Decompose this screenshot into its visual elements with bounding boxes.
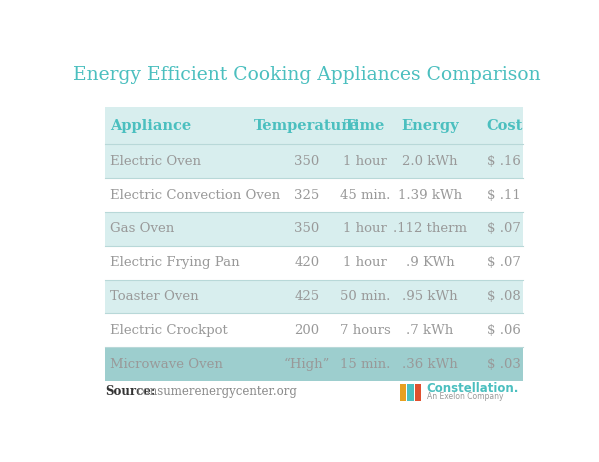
Text: .7 kWh: .7 kWh (406, 324, 453, 337)
Text: Constellation.: Constellation. (426, 382, 519, 395)
Text: 1 hour: 1 hour (343, 256, 387, 269)
Text: $ .11: $ .11 (488, 188, 521, 201)
Text: An Exelon Company: An Exelon Company (426, 392, 503, 401)
Text: 350: 350 (294, 222, 320, 235)
Text: 2.0 kWh: 2.0 kWh (403, 155, 458, 168)
Text: 1 hour: 1 hour (343, 222, 387, 235)
Text: Electric Oven: Electric Oven (110, 155, 201, 168)
Text: 425: 425 (295, 290, 319, 303)
Bar (407, 384, 414, 401)
Text: consumerenergycenter.org: consumerenergycenter.org (137, 385, 298, 398)
Bar (105, 107, 523, 144)
Bar (105, 347, 523, 381)
Bar (105, 144, 523, 178)
Text: Temperature: Temperature (255, 119, 359, 133)
Text: 1.39 kWh: 1.39 kWh (398, 188, 462, 201)
Text: Cost: Cost (486, 119, 522, 133)
Text: Microwave Oven: Microwave Oven (110, 358, 223, 371)
Text: 420: 420 (295, 256, 319, 269)
Text: Toaster Oven: Toaster Oven (110, 290, 198, 303)
Bar (105, 212, 523, 246)
Text: Time: Time (344, 119, 386, 133)
Bar (105, 280, 523, 313)
Text: Energy Efficient Cooking Appliances Comparison: Energy Efficient Cooking Appliances Comp… (73, 66, 541, 84)
Text: .95 kWh: .95 kWh (402, 290, 458, 303)
Text: Appliance: Appliance (110, 119, 191, 133)
Text: Electric Frying Pan: Electric Frying Pan (110, 256, 240, 269)
Bar (105, 178, 523, 212)
Text: Energy: Energy (401, 119, 459, 133)
Text: 200: 200 (295, 324, 319, 337)
Bar (415, 384, 421, 401)
Bar (400, 384, 406, 401)
Bar (105, 246, 523, 280)
Text: Electric Convection Oven: Electric Convection Oven (110, 188, 280, 201)
Text: “High”: “High” (284, 358, 330, 371)
Text: $ .03: $ .03 (488, 358, 521, 371)
Text: $ .16: $ .16 (488, 155, 521, 168)
Text: 45 min.: 45 min. (340, 188, 390, 201)
Text: $ .06: $ .06 (488, 324, 521, 337)
Text: 325: 325 (294, 188, 320, 201)
Text: $ .07: $ .07 (488, 222, 521, 235)
Text: Source:: Source: (105, 385, 155, 398)
Text: $ .08: $ .08 (488, 290, 521, 303)
Text: 1 hour: 1 hour (343, 155, 387, 168)
Text: 50 min.: 50 min. (340, 290, 390, 303)
Text: $ .07: $ .07 (488, 256, 521, 269)
Text: 15 min.: 15 min. (340, 358, 390, 371)
Text: .9 KWh: .9 KWh (406, 256, 454, 269)
Text: .112 therm: .112 therm (393, 222, 467, 235)
Bar (105, 313, 523, 347)
Text: Electric Crockpot: Electric Crockpot (110, 324, 228, 337)
Text: 7 hours: 7 hours (340, 324, 391, 337)
Text: .36 kWh: .36 kWh (402, 358, 458, 371)
Text: 350: 350 (294, 155, 320, 168)
Text: Gas Oven: Gas Oven (110, 222, 174, 235)
